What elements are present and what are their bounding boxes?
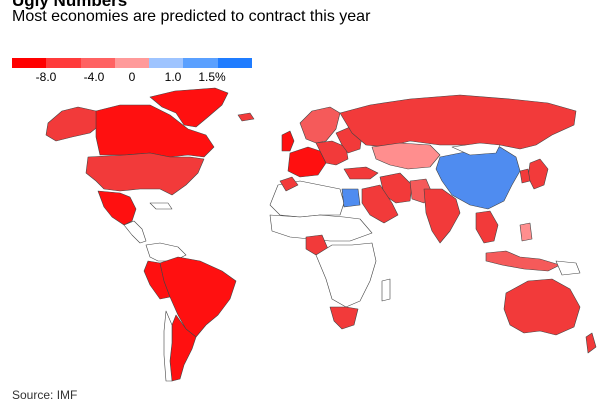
region-iceland xyxy=(237,112,255,122)
chart-title: Ugly Numbers xyxy=(12,0,128,10)
region-morocco xyxy=(279,176,299,192)
legend-color-bar xyxy=(12,58,252,68)
region-new-zealand xyxy=(585,332,597,354)
region-western-europe xyxy=(287,146,327,178)
region-central-europe xyxy=(315,140,349,166)
legend-swatch xyxy=(46,58,81,68)
region-russia xyxy=(339,94,577,150)
region-mexico xyxy=(97,190,137,226)
legend-tick-label: 1.0 xyxy=(164,70,182,84)
region-brazil xyxy=(159,256,237,338)
legend-swatch xyxy=(12,58,47,68)
region-turkey xyxy=(343,166,379,180)
region-mongolia xyxy=(451,142,501,156)
region-chile xyxy=(163,310,173,382)
region-saudi-arabia xyxy=(361,184,399,224)
chart-subtitle: Most economies are predicted to contract… xyxy=(12,8,371,25)
legend-tick-label: 1.5% xyxy=(198,70,226,84)
region-japan xyxy=(527,158,549,190)
region-egypt xyxy=(341,188,361,208)
region-sahel xyxy=(269,214,373,242)
region-china xyxy=(435,146,521,210)
region-korea xyxy=(519,168,531,184)
region-papua xyxy=(555,260,581,276)
region-scandinavia xyxy=(299,106,341,144)
region-caribbean xyxy=(149,202,173,210)
legend-swatch xyxy=(80,58,115,68)
legend-tick-label: -8.0 xyxy=(35,70,57,84)
region-central-africa xyxy=(315,242,377,308)
region-alaska xyxy=(45,106,101,142)
region-north-africa xyxy=(269,180,345,218)
region-southeast-asia xyxy=(475,210,499,244)
region-philippines xyxy=(519,222,533,242)
legend-tick-label: 0 xyxy=(128,70,136,84)
region-indonesia xyxy=(485,250,561,272)
region-usa xyxy=(85,152,205,196)
source-note: Source: IMF xyxy=(12,388,78,402)
region-australia xyxy=(503,278,581,336)
region-central-america xyxy=(123,220,147,244)
region-south-africa xyxy=(329,306,359,330)
region-madagascar xyxy=(381,278,391,302)
legend-swatch xyxy=(149,58,184,68)
legend-swatch xyxy=(217,58,252,68)
legend-swatch xyxy=(183,58,218,68)
region-greenland xyxy=(149,87,229,128)
legend-tick-label: -4.0 xyxy=(83,70,105,84)
region-india xyxy=(423,188,461,244)
region-kazakhstan xyxy=(371,142,441,170)
region-canada xyxy=(95,104,215,158)
world-map xyxy=(45,87,597,382)
region-uk xyxy=(281,130,295,152)
legend-ticks: -8.0 -4.0 0 1.0 1.5% xyxy=(12,70,252,84)
legend-swatch xyxy=(114,58,150,68)
